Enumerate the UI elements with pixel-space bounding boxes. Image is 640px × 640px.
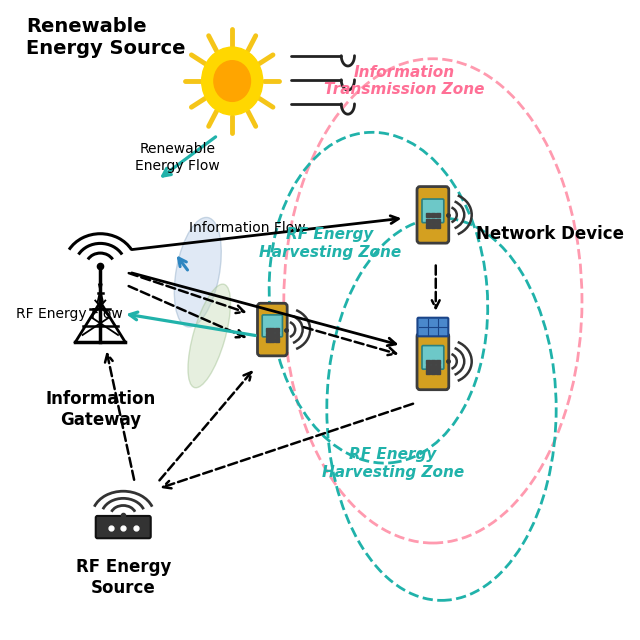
Text: Information Flow: Information Flow: [189, 221, 306, 235]
FancyBboxPatch shape: [262, 315, 282, 337]
Ellipse shape: [174, 218, 221, 327]
Circle shape: [214, 61, 250, 101]
Text: Renewable
Energy Flow: Renewable Energy Flow: [135, 143, 220, 173]
FancyBboxPatch shape: [422, 346, 444, 369]
Text: RF Energy Flow: RF Energy Flow: [17, 307, 124, 321]
FancyBboxPatch shape: [417, 317, 449, 337]
FancyBboxPatch shape: [257, 303, 287, 356]
FancyBboxPatch shape: [417, 187, 449, 243]
Text: Network Device: Network Device: [476, 225, 624, 243]
Text: Renewable
Energy Source: Renewable Energy Source: [26, 17, 185, 58]
FancyBboxPatch shape: [417, 333, 449, 390]
Circle shape: [202, 47, 262, 115]
Text: RF Energy
Harvesting Zone: RF Energy Harvesting Zone: [322, 447, 464, 479]
Text: RF Energy
Harvesting Zone: RF Energy Harvesting Zone: [259, 227, 401, 260]
Ellipse shape: [188, 284, 230, 388]
Text: Information
Gateway: Information Gateway: [45, 390, 156, 429]
FancyBboxPatch shape: [96, 516, 151, 538]
Text: Information
Transmission Zone: Information Transmission Zone: [324, 65, 484, 97]
Text: RF Energy
Source: RF Energy Source: [76, 558, 171, 597]
FancyBboxPatch shape: [422, 199, 444, 223]
